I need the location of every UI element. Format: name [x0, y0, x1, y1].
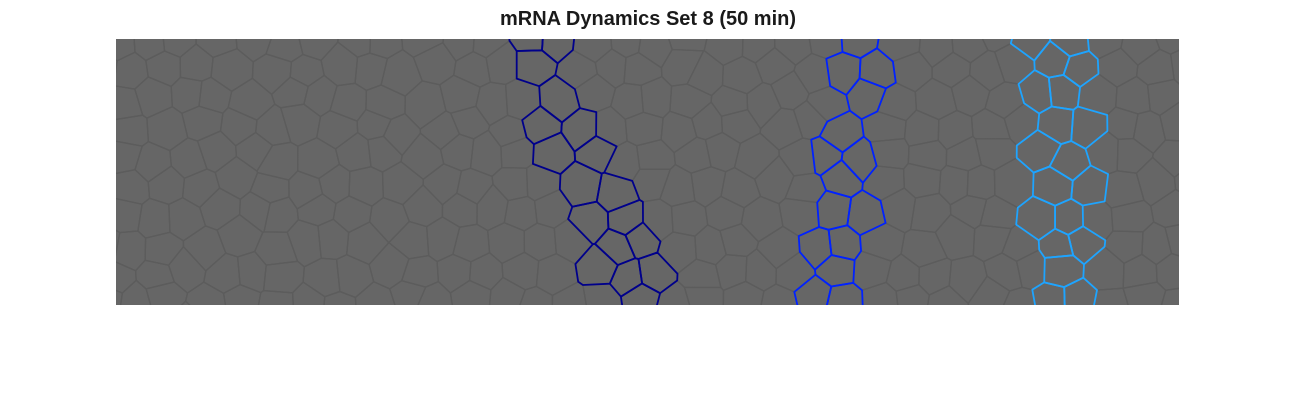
- background-cell: [1169, 49, 1179, 85]
- background-cell: [180, 300, 191, 305]
- figure-title: mRNA Dynamics Set 8 (50 min): [499, 8, 796, 30]
- background-cell: [1002, 286, 1036, 305]
- tissue-background: [116, 39, 1179, 305]
- background-cell: [1164, 224, 1179, 257]
- background-cell: [1122, 281, 1167, 305]
- stripe-light-blue: [1009, 39, 1109, 305]
- stripe-cell: [826, 282, 864, 305]
- background-cell: [1173, 173, 1179, 192]
- cell-tissue-map: [116, 39, 1179, 305]
- stripe-cell: [1063, 276, 1098, 305]
- tissue-panel: [116, 39, 1179, 305]
- background-cell: [1159, 101, 1179, 142]
- stripe-layer: [508, 39, 1109, 305]
- stripe-dark-blue: [508, 39, 679, 305]
- stripe-cell: [574, 242, 619, 286]
- stripe-blue: [793, 39, 897, 305]
- stripe-cell: [620, 282, 661, 305]
